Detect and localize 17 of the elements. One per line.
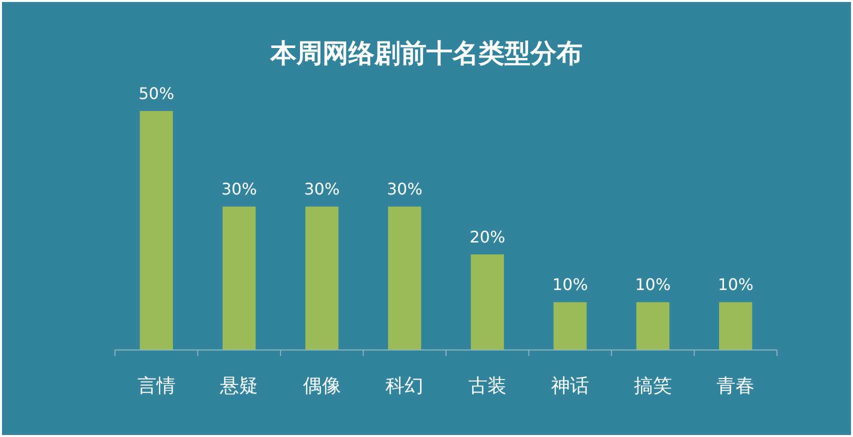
data-label: 50%	[138, 84, 174, 103]
x-tick-label: 搞笑	[634, 375, 672, 397]
x-tick-label: 偶像	[302, 375, 341, 397]
data-label: 30%	[221, 180, 257, 199]
data-label: 20%	[470, 227, 506, 246]
x-tick-label: 神话	[551, 375, 590, 397]
x-tick-label: 悬疑	[219, 375, 258, 397]
data-label: 30%	[386, 180, 422, 199]
data-label: 30%	[304, 180, 340, 199]
x-tick-label: 青春	[716, 375, 755, 397]
data-label: 10%	[718, 275, 754, 294]
data-label: 10%	[552, 275, 588, 294]
data-label: 10%	[635, 275, 671, 294]
x-tick-label: 言情	[137, 375, 176, 397]
chart-title: 本周网络剧前十名类型分布	[270, 39, 582, 69]
x-tick-label: 古装	[468, 375, 506, 397]
x-tick-label: 科幻	[386, 375, 424, 397]
